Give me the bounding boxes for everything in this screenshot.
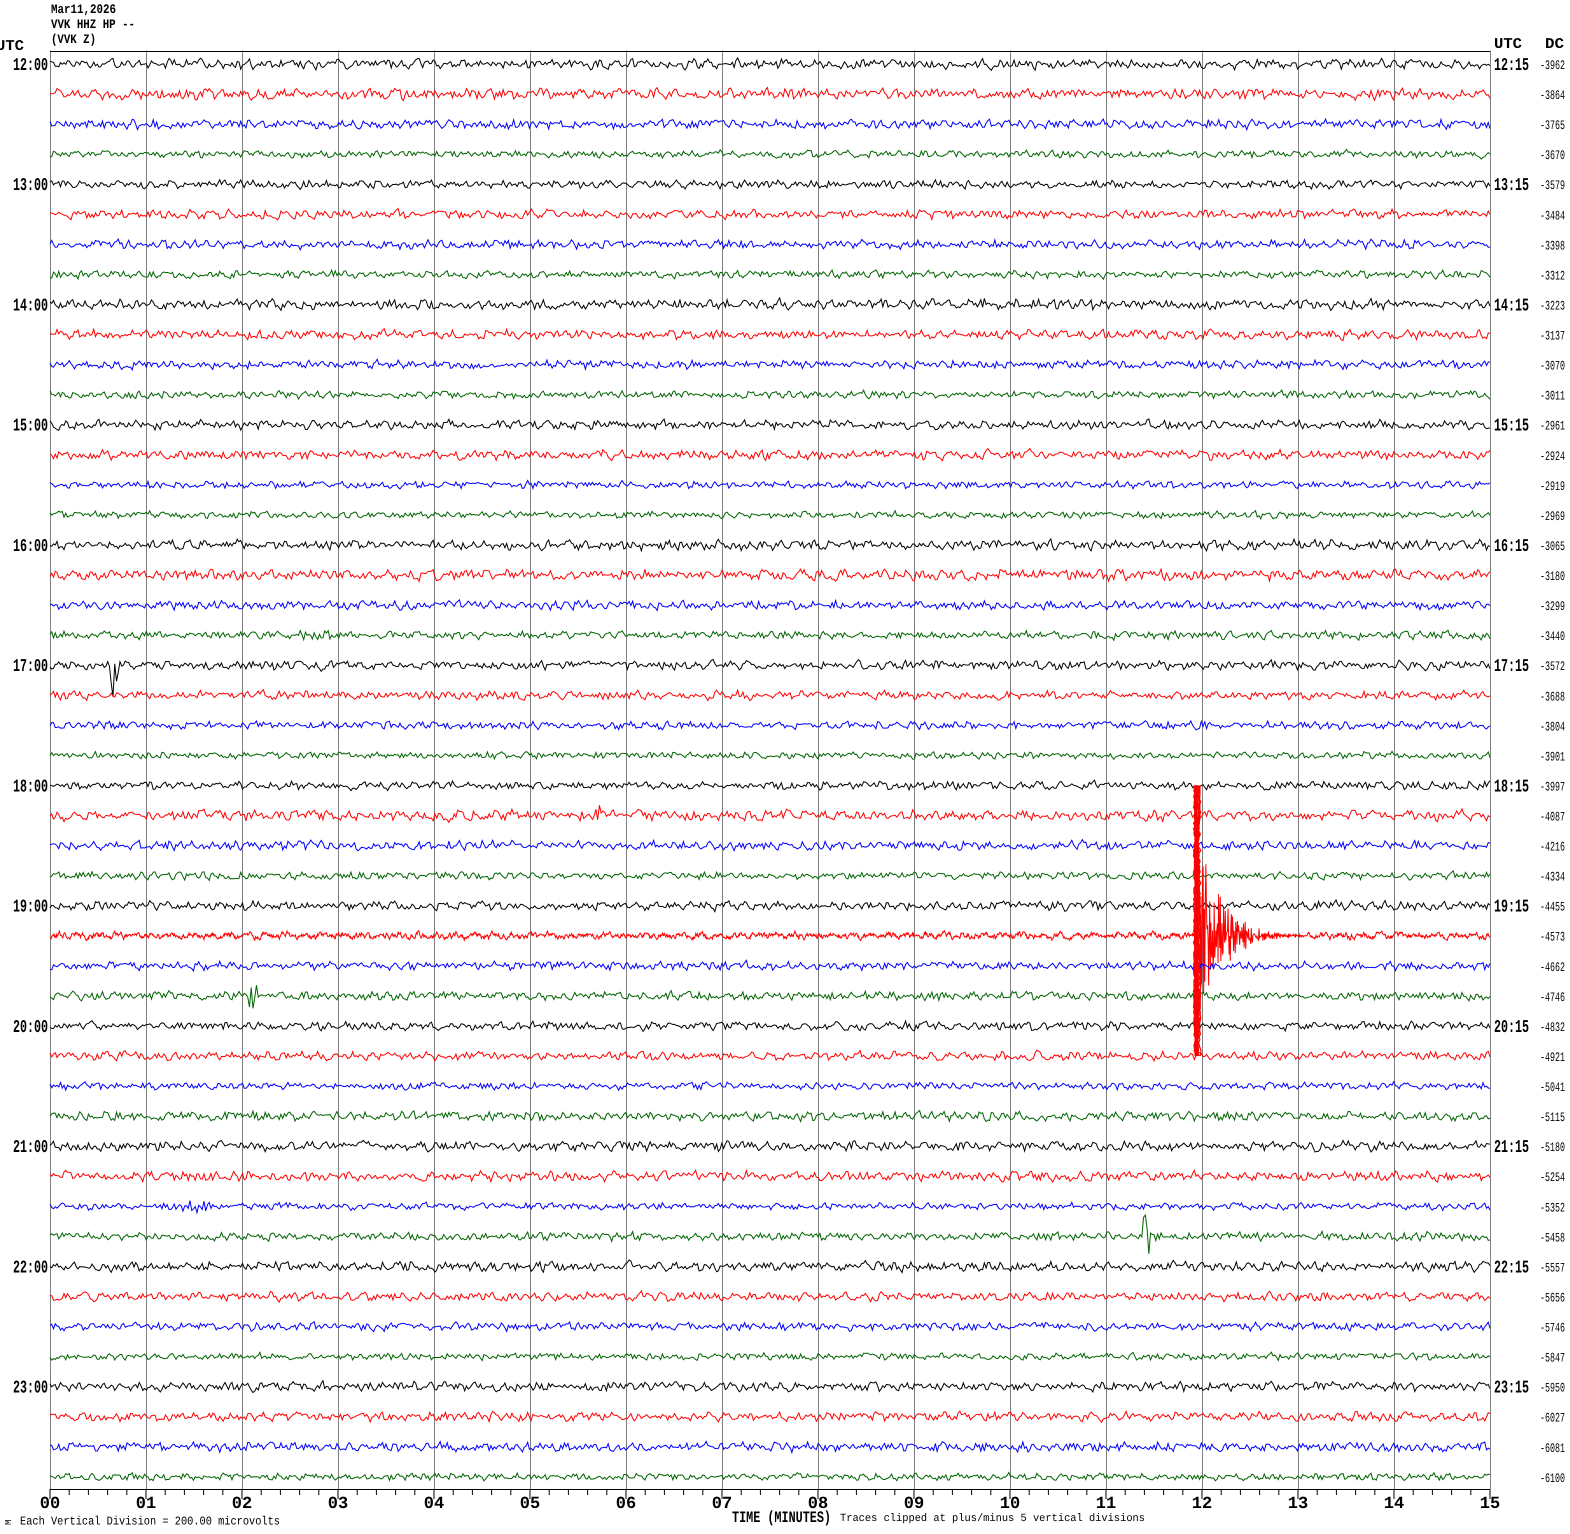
svg-text:-5115: -5115 [1540, 1110, 1565, 1125]
svg-text:-6027: -6027 [1540, 1411, 1565, 1426]
svg-text:15: 15 [1480, 1495, 1500, 1514]
svg-text:-4455: -4455 [1540, 900, 1565, 915]
svg-text:14: 14 [1384, 1495, 1404, 1514]
svg-text:-5254: -5254 [1540, 1170, 1565, 1185]
svg-text:-3901: -3901 [1540, 749, 1565, 764]
svg-text:-3312: -3312 [1540, 268, 1565, 283]
svg-text:-3299: -3299 [1540, 599, 1565, 614]
svg-text:21:15: 21:15 [1494, 1138, 1529, 1158]
svg-text:22:15: 22:15 [1494, 1258, 1529, 1278]
svg-text:-3804: -3804 [1540, 719, 1565, 734]
svg-text:-3398: -3398 [1540, 238, 1565, 253]
svg-text:Mar11,2026: Mar11,2026 [51, 2, 116, 17]
svg-text:DC: DC [1545, 36, 1564, 53]
svg-text:Each Vertical Division = 200.: Each Vertical Division = 200.00 microvol… [20, 1515, 280, 1529]
svg-text:-6100: -6100 [1540, 1471, 1565, 1486]
svg-text:-2924: -2924 [1540, 449, 1565, 464]
svg-text:19:15: 19:15 [1494, 898, 1529, 918]
svg-text:13:00: 13:00 [13, 176, 48, 196]
svg-text:20:15: 20:15 [1494, 1018, 1529, 1038]
svg-text:VVK HHZ HP --: VVK HHZ HP -- [51, 17, 135, 32]
svg-text:-3688: -3688 [1540, 689, 1565, 704]
svg-text:-3011: -3011 [1540, 389, 1565, 404]
svg-text:16:00: 16:00 [13, 537, 48, 557]
svg-text:-4662: -4662 [1540, 960, 1565, 975]
svg-text:03: 03 [328, 1495, 348, 1514]
svg-text:-4334: -4334 [1540, 870, 1565, 885]
svg-text:18:15: 18:15 [1494, 777, 1529, 797]
svg-text:-5656: -5656 [1540, 1290, 1565, 1305]
svg-text:-4573: -4573 [1540, 930, 1565, 945]
svg-text:UTC: UTC [0, 38, 24, 55]
svg-text:14:15: 14:15 [1494, 296, 1529, 316]
svg-text:11: 11 [1096, 1495, 1116, 1514]
svg-text:-3484: -3484 [1540, 208, 1565, 223]
svg-text:-5458: -5458 [1540, 1230, 1565, 1245]
svg-text:-3065: -3065 [1540, 539, 1565, 554]
svg-text:06: 06 [616, 1495, 636, 1514]
svg-text:01: 01 [136, 1495, 156, 1514]
svg-text:-4087: -4087 [1540, 810, 1565, 825]
svg-text:(VVK Z): (VVK Z) [51, 32, 96, 47]
svg-text:09: 09 [904, 1495, 924, 1514]
svg-text:04: 04 [424, 1495, 444, 1514]
svg-text:-5041: -5041 [1540, 1080, 1565, 1095]
svg-text:15:15: 15:15 [1494, 417, 1529, 437]
svg-text:-3579: -3579 [1540, 178, 1565, 193]
svg-text:13:15: 13:15 [1494, 176, 1529, 196]
svg-text:21:00: 21:00 [13, 1138, 48, 1158]
svg-text:-5746: -5746 [1540, 1321, 1565, 1336]
svg-text:12: 12 [1192, 1495, 1212, 1514]
svg-text:-3572: -3572 [1540, 659, 1565, 674]
svg-text:17:00: 17:00 [13, 657, 48, 677]
svg-text:14:00: 14:00 [13, 296, 48, 316]
svg-text:-3864: -3864 [1540, 88, 1565, 103]
svg-text:12:00: 12:00 [13, 56, 48, 76]
svg-text:-4832: -4832 [1540, 1020, 1565, 1035]
svg-text:15:00: 15:00 [13, 417, 48, 437]
svg-text:-3180: -3180 [1540, 569, 1565, 584]
svg-text:05: 05 [520, 1495, 540, 1514]
svg-text:-2961: -2961 [1540, 419, 1565, 434]
svg-text:-4921: -4921 [1540, 1050, 1565, 1065]
svg-text:23:00: 23:00 [13, 1379, 48, 1399]
svg-text:-6081: -6081 [1540, 1441, 1565, 1456]
svg-text:-2969: -2969 [1540, 509, 1565, 524]
svg-text:Traces clipped at plus/minus 5: Traces clipped at plus/minus 5 vertical … [840, 1513, 1145, 1525]
svg-text:00: 00 [40, 1495, 60, 1514]
svg-text:18:00: 18:00 [13, 777, 48, 797]
svg-text:-2919: -2919 [1540, 479, 1565, 494]
svg-text:-4216: -4216 [1540, 840, 1565, 855]
svg-text:-3962: -3962 [1540, 58, 1565, 73]
svg-text:-3440: -3440 [1540, 629, 1565, 644]
svg-text:23:15: 23:15 [1494, 1379, 1529, 1399]
svg-text:-3070: -3070 [1540, 359, 1565, 374]
svg-text:02: 02 [232, 1495, 252, 1514]
svg-text:-3765: -3765 [1540, 118, 1565, 133]
svg-text:-3137: -3137 [1540, 329, 1565, 344]
svg-text:M: M [4, 1520, 14, 1525]
svg-text:19:00: 19:00 [13, 898, 48, 918]
svg-text:13: 13 [1288, 1495, 1308, 1514]
svg-text:-4746: -4746 [1540, 990, 1565, 1005]
svg-text:07: 07 [712, 1495, 732, 1514]
svg-text:10: 10 [1000, 1495, 1020, 1514]
svg-text:-5847: -5847 [1540, 1351, 1565, 1366]
svg-text:UTC: UTC [1494, 36, 1522, 53]
svg-text:-5352: -5352 [1540, 1200, 1565, 1215]
svg-text:-5180: -5180 [1540, 1140, 1565, 1155]
svg-text:20:00: 20:00 [13, 1018, 48, 1038]
svg-text:16:15: 16:15 [1494, 537, 1529, 557]
svg-text:TIME (MINUTES): TIME (MINUTES) [732, 1509, 831, 1527]
svg-text:-5557: -5557 [1540, 1260, 1565, 1275]
svg-text:12:15: 12:15 [1494, 56, 1529, 76]
svg-text:-3223: -3223 [1540, 298, 1565, 313]
svg-text:17:15: 17:15 [1494, 657, 1529, 677]
svg-text:-3997: -3997 [1540, 779, 1565, 794]
svg-text:22:00: 22:00 [13, 1258, 48, 1278]
svg-text:-3670: -3670 [1540, 148, 1565, 163]
svg-text:-5950: -5950 [1540, 1381, 1565, 1396]
